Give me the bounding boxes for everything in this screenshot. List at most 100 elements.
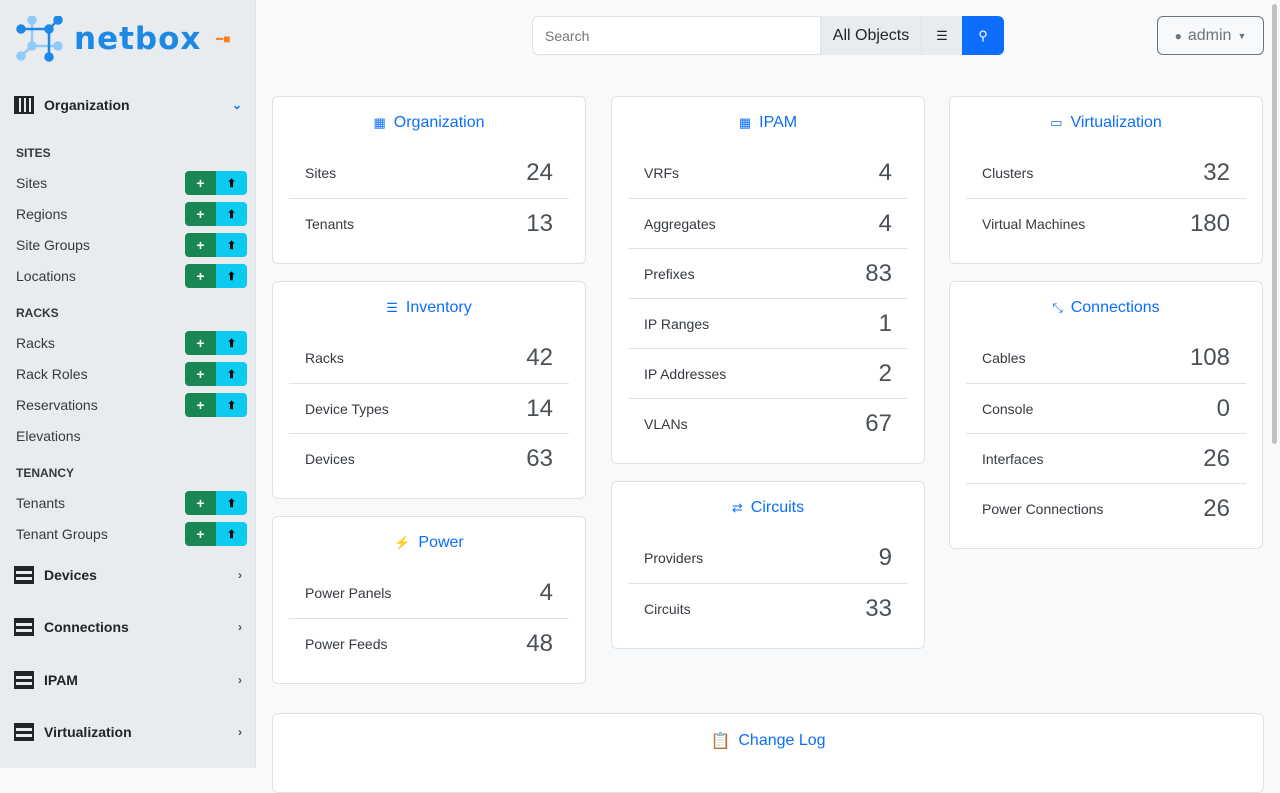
card-title[interactable]: Organization	[393, 113, 485, 131]
add-button[interactable]: +	[185, 331, 216, 355]
sidebar-section-virtualization[interactable]: Virtualization ›	[14, 717, 242, 747]
card-title[interactable]: Power	[418, 533, 464, 551]
nav-group-heading: TENANCY	[16, 466, 75, 480]
connections-icon	[14, 618, 34, 637]
stat-row[interactable]: Devices 63	[289, 433, 569, 483]
stat-row[interactable]: Providers 9	[628, 533, 908, 583]
section-label: Virtualization	[44, 723, 132, 740]
stat-row[interactable]: Virtual Machines 180	[966, 198, 1246, 248]
stat-row[interactable]: Cables 108	[966, 333, 1246, 383]
scrollbar[interactable]	[1272, 4, 1277, 444]
stat-label: Aggregates	[644, 215, 716, 232]
nav-item[interactable]: Racks + ⬆	[16, 331, 247, 355]
stat-row[interactable]: Interfaces 26	[966, 433, 1246, 483]
chevron-down-icon: ⌄	[231, 98, 242, 112]
section-label: Organization	[44, 97, 130, 113]
ipam-icon	[14, 670, 34, 689]
search-button[interactable]: ⚲	[962, 16, 1004, 55]
stat-row[interactable]: Power Feeds 48	[289, 618, 569, 668]
stat-label: Virtual Machines	[982, 215, 1086, 232]
stat-row[interactable]: Clusters 32	[966, 148, 1246, 198]
import-button[interactable]: ⬆	[216, 491, 247, 515]
pin-icon[interactable]: ━■	[216, 32, 231, 46]
stat-count: 33	[865, 594, 892, 622]
nav-item[interactable]: Regions + ⬆	[16, 202, 247, 226]
add-button[interactable]: +	[185, 362, 216, 386]
add-button[interactable]: +	[185, 393, 216, 417]
stat-row[interactable]: Circuits 33	[628, 583, 908, 633]
stat-label: IP Ranges	[644, 315, 710, 332]
sidebar-section-devices[interactable]: Devices ›	[14, 560, 242, 590]
section-label: Devices	[44, 567, 97, 583]
stat-row[interactable]: Device Types 14	[289, 383, 569, 433]
import-button[interactable]: ⬆	[216, 522, 247, 546]
stat-label: VLANs	[644, 415, 688, 432]
stat-count: 4	[539, 579, 553, 606]
object-scope-select[interactable]: All Objects	[821, 16, 922, 55]
card-title[interactable]: Virtualization	[1070, 113, 1162, 131]
stat-count: 48	[526, 629, 553, 657]
stat-row[interactable]: Sites 24	[289, 148, 569, 198]
chevron-right-icon: ›	[238, 568, 242, 582]
netbox-logo[interactable]: netbox	[16, 16, 201, 62]
card-title[interactable]: IPAM	[759, 113, 798, 131]
stat-label: Sites	[305, 165, 337, 181]
stat-row[interactable]: Power Connections 26	[966, 483, 1246, 533]
add-button[interactable]: +	[185, 202, 216, 226]
import-button[interactable]: ⬆	[216, 202, 247, 226]
stat-count: 24	[526, 159, 553, 186]
user-menu-button[interactable]: ● admin ▼	[1157, 16, 1264, 55]
import-button[interactable]: ⬆	[216, 393, 247, 417]
card-title[interactable]: Circuits	[750, 498, 805, 516]
stat-row[interactable]: IP Ranges 1	[628, 298, 908, 348]
stat-count: 4	[878, 209, 892, 237]
search-input[interactable]	[532, 16, 821, 55]
stat-row[interactable]: Tenants 13	[289, 198, 569, 248]
nav-item[interactable]: Site Groups + ⬆	[16, 233, 247, 257]
circuit-icon: ⇄	[731, 499, 743, 515]
chevron-right-icon: ›	[238, 724, 242, 739]
add-button[interactable]: +	[185, 171, 216, 195]
import-button[interactable]: ⬆	[216, 233, 247, 257]
section-label: IPAM	[44, 671, 78, 688]
nav-item[interactable]: Tenants + ⬆	[16, 491, 247, 515]
stat-row[interactable]: VRFs 4	[628, 148, 908, 198]
nav-item[interactable]: Rack Roles + ⬆	[16, 362, 247, 386]
nav-item[interactable]: Locations + ⬆	[16, 264, 247, 288]
nav-item[interactable]: Tenant Groups + ⬆	[16, 522, 247, 546]
card-title[interactable]: Connections	[1070, 298, 1160, 316]
nav-item[interactable]: Sites + ⬆	[16, 171, 247, 195]
import-button[interactable]: ⬆	[216, 171, 247, 195]
stat-row[interactable]: Prefixes 83	[628, 248, 908, 298]
nav-item[interactable]: Elevations	[16, 424, 247, 448]
stat-row[interactable]: Aggregates 4	[628, 198, 908, 248]
caret-down-icon: ▼	[1237, 30, 1247, 41]
add-button[interactable]: +	[185, 522, 216, 546]
sidebar-section-connections[interactable]: Connections ›	[14, 612, 242, 642]
stat-label: Circuits	[644, 600, 691, 617]
stat-row[interactable]: Racks 42	[289, 333, 569, 383]
stat-count: 67	[865, 409, 892, 437]
stat-row[interactable]: Console 0	[966, 383, 1246, 433]
card-organization: ▦ Organization Sites 24 Tenants 13	[272, 96, 586, 264]
import-button[interactable]: ⬆	[216, 264, 247, 288]
ip-icon: ▦	[738, 114, 752, 130]
stat-label: Cables	[982, 350, 1026, 366]
add-button[interactable]: +	[185, 233, 216, 257]
sidebar-section-organization[interactable]: Organization ⌄	[14, 90, 242, 120]
stat-row[interactable]: VLANs 67	[628, 398, 908, 448]
import-button[interactable]: ⬆	[216, 362, 247, 386]
user-icon: ●	[1174, 28, 1182, 43]
stat-count: 26	[1203, 444, 1230, 472]
import-button[interactable]: ⬆	[216, 331, 247, 355]
server-icon: ☰	[386, 299, 398, 315]
sidebar-section-ipam[interactable]: IPAM ›	[14, 665, 242, 695]
stat-row[interactable]: Power Panels 4	[289, 568, 569, 618]
card-title[interactable]: Inventory	[405, 298, 472, 316]
nav-item[interactable]: Reservations + ⬆	[16, 393, 247, 417]
stat-row[interactable]: IP Addresses 2	[628, 348, 908, 398]
add-button[interactable]: +	[185, 264, 216, 288]
filter-button[interactable]: ☰	[922, 16, 962, 55]
stat-count: 1	[878, 309, 892, 337]
add-button[interactable]: +	[185, 491, 216, 515]
